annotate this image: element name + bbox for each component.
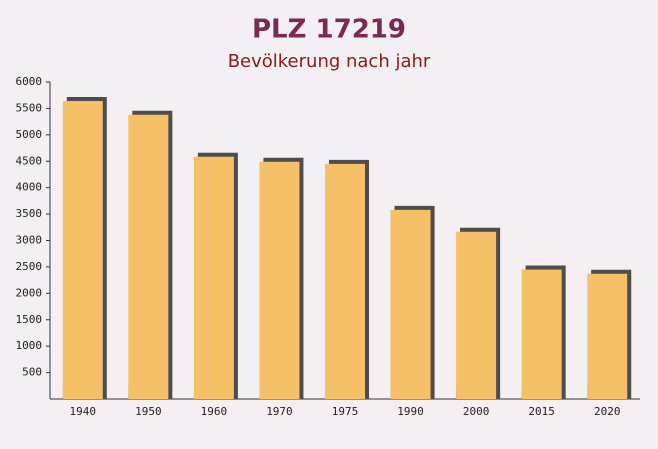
bar (521, 269, 562, 399)
x-tick-label: 1950 (135, 405, 162, 418)
y-tick-label: 4000 (16, 181, 43, 194)
y-tick-label: 5500 (16, 101, 43, 114)
x-tick-label: 1970 (266, 405, 293, 418)
y-tick-label: 5000 (16, 128, 43, 141)
chart-title: PLZ 17219 (252, 15, 406, 45)
bar (587, 273, 628, 399)
y-tick-label: 6000 (16, 75, 43, 88)
bar (128, 114, 169, 400)
bar (193, 156, 234, 399)
bar (259, 161, 300, 399)
y-tick-label: 1500 (16, 313, 43, 326)
bar (390, 209, 431, 399)
x-tick-label: 2000 (463, 405, 490, 418)
x-tick-label: 1960 (201, 405, 228, 418)
bar (325, 163, 365, 399)
x-tick-label: 1940 (70, 405, 97, 418)
bar (62, 101, 103, 400)
y-tick-label: 3500 (16, 207, 43, 220)
y-tick-label: 2000 (16, 286, 43, 299)
y-tick-label: 1000 (16, 339, 43, 352)
x-tick-label: 1975 (332, 405, 359, 418)
y-tick-label: 3000 (16, 234, 43, 247)
y-tick-label: 2500 (16, 260, 43, 273)
y-tick-label: 500 (22, 366, 42, 379)
x-tick-label: 1990 (397, 405, 424, 418)
chart-subtitle: Bevölkerung nach jahr (228, 51, 431, 72)
bar (456, 231, 497, 399)
x-tick-label: 2015 (528, 405, 555, 418)
y-tick-label: 4500 (16, 154, 43, 167)
x-tick-label: 2020 (594, 405, 621, 418)
